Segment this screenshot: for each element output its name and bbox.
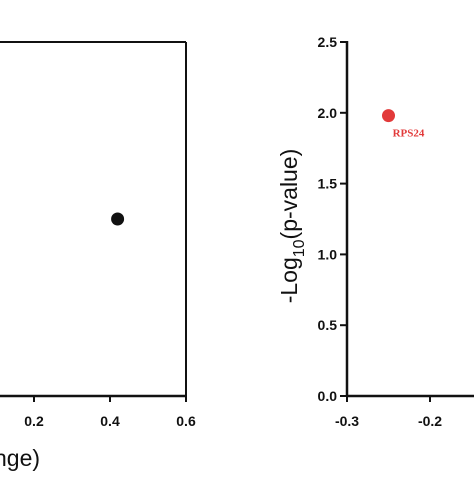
left-panel: 0.2 0.4 0.6 nge) — [0, 41, 196, 471]
y-title-subscript: 10 — [291, 239, 308, 257]
right-x-tick-label: -0.2 — [418, 413, 442, 429]
right-panel-y-axis-title: -Log10(p-value) — [276, 149, 308, 304]
left-x-tick-label: 0.4 — [100, 413, 120, 429]
right-panel-points: RPS24 — [382, 109, 425, 140]
right-y-tick-label: 2.5 — [318, 34, 338, 50]
right-panel: 0.0 0.5 1.0 1.5 2.0 2.5 -0.3 -0.2 RPS24 -Log10… — [276, 34, 474, 429]
left-data-point — [111, 212, 125, 226]
y-title-prefix: -Log — [276, 257, 302, 303]
right-panel-y-ticks: 0.0 0.5 1.0 1.5 2.0 2.5 — [318, 34, 347, 404]
right-y-tick-label: 2.0 — [318, 105, 338, 121]
left-x-tick-label: 0.2 — [24, 413, 44, 429]
left-x-tick-label: 0.6 — [176, 413, 196, 429]
left-panel-x-ticks: 0.2 0.4 0.6 — [24, 396, 196, 429]
left-panel-points — [111, 212, 125, 226]
right-y-tick-label: 1.5 — [318, 176, 338, 192]
right-y-tick-label: 0.5 — [318, 317, 338, 333]
y-title-suffix: (p-value) — [276, 149, 302, 240]
right-y-tick-label: 1.0 — [318, 246, 338, 262]
right-data-point — [382, 109, 395, 123]
right-y-tick-label: 0.0 — [318, 388, 338, 404]
right-panel-x-ticks: -0.3 -0.2 — [335, 396, 442, 429]
right-x-tick-label: -0.3 — [335, 413, 359, 429]
left-panel-x-axis-title: nge) — [0, 445, 40, 471]
right-point-label: RPS24 — [393, 128, 425, 140]
